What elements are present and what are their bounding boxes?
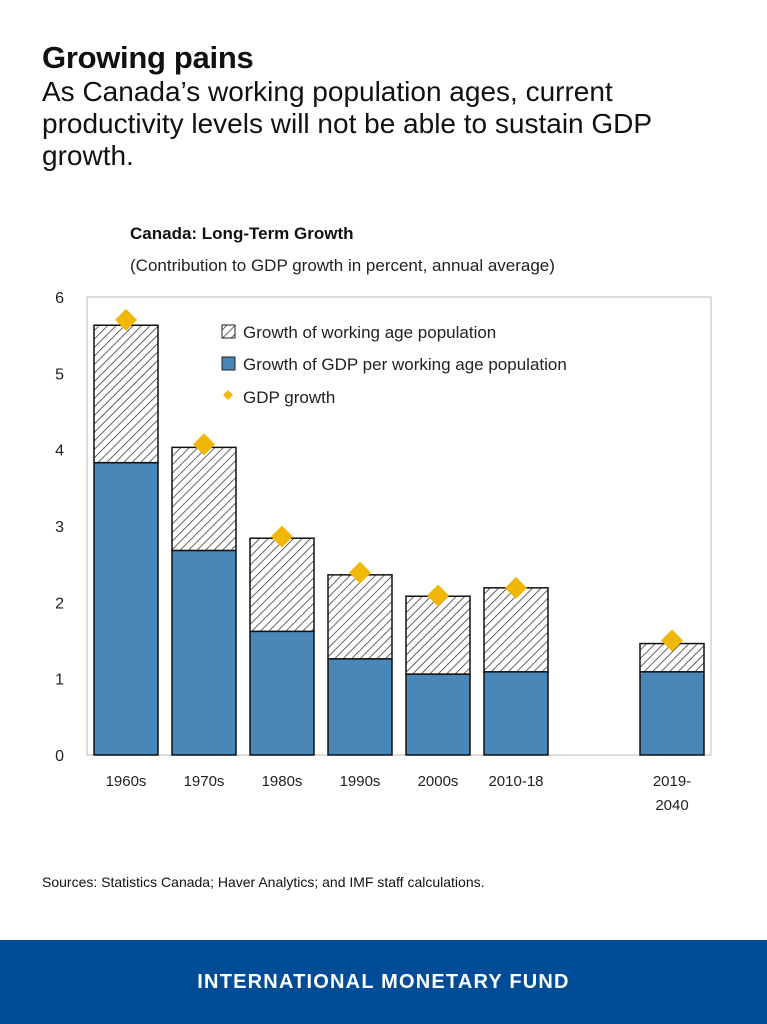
footer-banner: INTERNATIONAL MONETARY FUND — [0, 940, 767, 1024]
legend-swatch-gdp-per-working-age — [221, 356, 236, 371]
y-tick-label: 2 — [55, 595, 64, 612]
bar-working-age-population — [171, 446, 237, 552]
y-tick-label: 3 — [55, 519, 64, 536]
legend-swatch-working-age-population — [221, 324, 236, 339]
legend-label-working-age-population: Growth of working age population — [243, 323, 496, 342]
source-note: Sources: Statistics Canada; Haver Analyt… — [42, 874, 485, 890]
x-tick-label: 2010-18 — [488, 773, 543, 790]
y-tick-label: 6 — [55, 290, 64, 307]
y-tick-label: 4 — [55, 443, 64, 460]
marker-gdp-growth — [505, 576, 527, 599]
x-tick-label: 2019- — [653, 773, 691, 790]
x-tick-label: 2000s — [418, 773, 459, 790]
bars-layer — [93, 324, 705, 756]
bar-gdp-per-working-age — [171, 549, 237, 756]
marker-gdp-growth — [193, 433, 215, 456]
x-tick-label: 1960s — [106, 773, 147, 790]
y-tick-label: 5 — [55, 366, 64, 383]
y-tick-label: 0 — [55, 748, 64, 765]
y-tick-label: 1 — [55, 672, 64, 689]
bar-gdp-per-working-age — [405, 673, 471, 756]
markers-layer — [115, 308, 683, 652]
chart-svg: 0 1 2 3 4 5 6 1960s 1970s 1980s 1990s 2000s 2010-18 2… — [55, 290, 712, 814]
x-tick-label: 1990s — [340, 773, 381, 790]
legend: Growth of working age population Growth … — [221, 323, 567, 407]
bar-working-age-population — [483, 587, 549, 673]
headline-title: Growing pains — [42, 40, 254, 75]
plot-frame — [86, 296, 712, 756]
bar-gdp-per-working-age — [249, 630, 315, 756]
legend-label-gdp-per-working-age: Growth of GDP per working age population — [243, 355, 567, 374]
headline-subtitle: As Canada’s working population ages, cur… — [42, 76, 652, 171]
bar-gdp-per-working-age — [483, 671, 549, 756]
x-tick-label: 2040 — [655, 797, 688, 814]
marker-gdp-growth — [427, 584, 449, 607]
x-tick-label: 1980s — [262, 773, 303, 790]
legend-marker-gdp-growth — [223, 390, 233, 400]
bar-gdp-per-working-age — [327, 658, 393, 756]
x-tick-label: 1970s — [184, 773, 225, 790]
marker-gdp-growth — [349, 561, 371, 584]
bar-working-age-population — [249, 537, 315, 633]
marker-gdp-growth — [661, 629, 683, 652]
headline-block: Growing pains As Canada’s working popula… — [42, 40, 742, 172]
bar-working-age-population — [405, 595, 471, 675]
bar-working-age-population — [327, 574, 393, 660]
marker-gdp-growth — [115, 308, 137, 331]
chart-subtitle: (Contribution to GDP growth in percent, … — [130, 256, 555, 275]
legend-label-gdp-growth: GDP growth — [243, 388, 335, 407]
bar-gdp-per-working-age — [639, 671, 705, 756]
marker-gdp-growth — [271, 525, 293, 548]
bar-working-age-population — [93, 324, 159, 464]
footer-label: INTERNATIONAL MONETARY FUND — [197, 970, 570, 993]
bar-gdp-per-working-age — [93, 461, 159, 756]
axis-layer: 0 1 2 3 4 5 6 1960s 1970s 1980s 1990s 2000s 2010-18 2… — [55, 290, 691, 814]
chart-title: Canada: Long-Term Growth — [130, 224, 354, 243]
